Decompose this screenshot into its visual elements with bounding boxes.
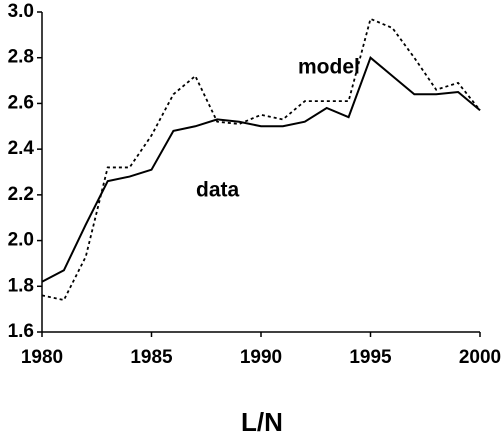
x-tick-label: 1990 bbox=[240, 347, 282, 368]
line-series bbox=[41, 56, 481, 283]
y-tick-label: 3.0 bbox=[8, 1, 34, 22]
y-tick-label: 1.8 bbox=[8, 275, 34, 296]
y-tick-label: 2.8 bbox=[8, 47, 34, 68]
x-tick-label: 1985 bbox=[130, 347, 173, 368]
y-tick-label: 2.2 bbox=[8, 184, 34, 205]
y-tick-label: 1.6 bbox=[8, 321, 34, 342]
y-tick-label: 2.6 bbox=[8, 92, 34, 113]
y-tick-label: 2.0 bbox=[8, 230, 34, 251]
series-label: model bbox=[298, 56, 360, 79]
series-label: data bbox=[196, 179, 240, 202]
x-axis-label: L/N bbox=[241, 407, 283, 436]
line-series bbox=[41, 17, 481, 302]
x-tick-label: 1980 bbox=[21, 347, 63, 368]
x-tick-label: 2000 bbox=[459, 347, 501, 368]
y-tick-label: 2.4 bbox=[8, 138, 35, 159]
x-tick-label: 1995 bbox=[349, 347, 392, 368]
